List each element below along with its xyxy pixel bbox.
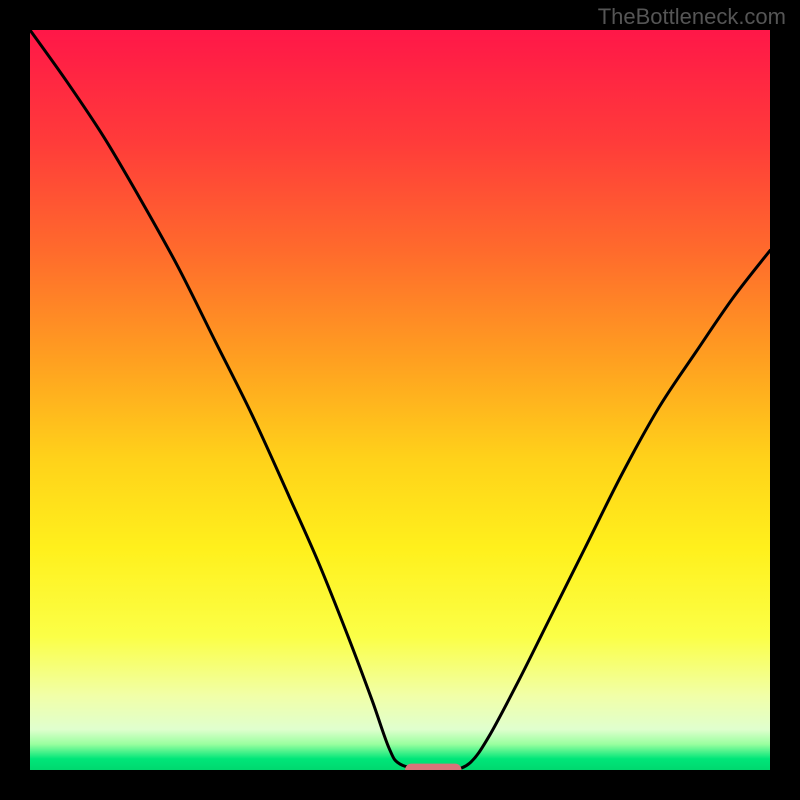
chart-container: TheBottleneck.com (0, 0, 800, 800)
watermark-text: TheBottleneck.com (598, 4, 786, 30)
bottleneck-chart (0, 0, 800, 800)
chart-gradient-background (30, 30, 770, 770)
